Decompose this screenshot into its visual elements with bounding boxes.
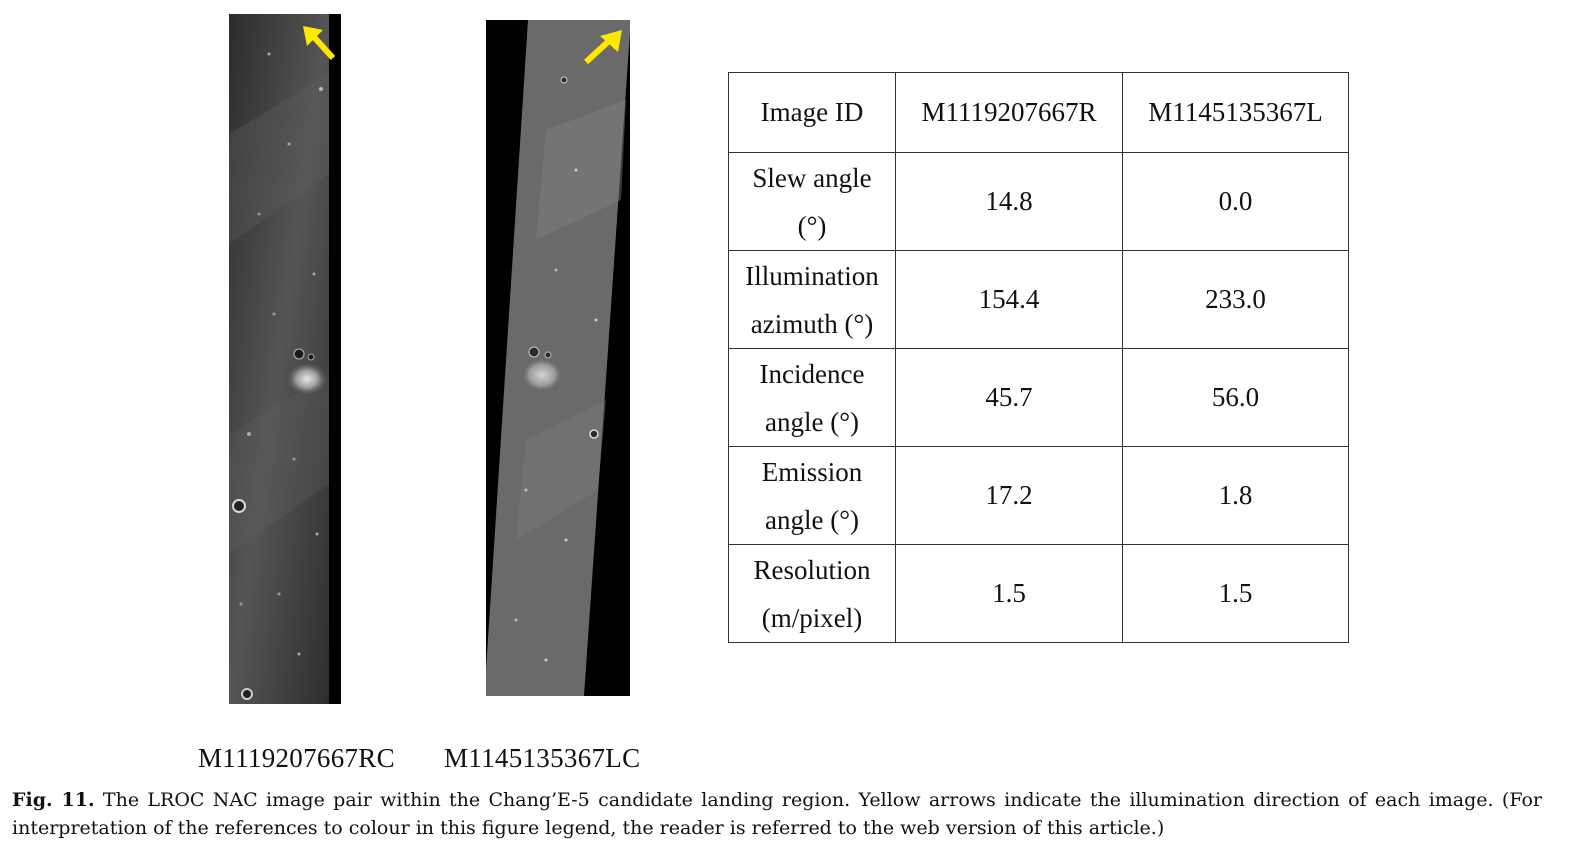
lunar-image-left	[229, 14, 341, 704]
row-label-line2: azimuth (°)	[750, 308, 874, 339]
header-cell-image-1: M1119207667R	[895, 72, 1123, 153]
lunar-image-strip-right	[486, 20, 630, 696]
lunar-image-strip-left	[229, 14, 341, 704]
value-cell: 0.0	[1122, 152, 1349, 251]
header-cell-image-2: M1145135367L	[1122, 72, 1349, 153]
value-cell: 1.5	[895, 544, 1123, 643]
value-cell: 14.8	[895, 152, 1123, 251]
row-label-line2: angle (°)	[765, 504, 859, 535]
value-cell: 1.8	[1122, 446, 1349, 545]
row-label-line1: Resolution	[753, 554, 871, 585]
table-row: Resolution (m/pixel) 1.5 1.5	[728, 544, 1349, 643]
row-label-line1: Emission	[761, 456, 863, 487]
row-label-line1: Slew angle	[752, 162, 872, 193]
value-cell: 154.4	[895, 250, 1123, 349]
row-label-line2: (m/pixel)	[761, 602, 863, 633]
caption-label: Fig. 11.	[12, 789, 95, 811]
figure-caption: Fig. 11. The LROC NAC image pair within …	[12, 786, 1542, 842]
row-label-cell: Slew angle (°)	[728, 152, 896, 251]
table-row: Slew angle (°) 14.8 0.0	[728, 152, 1349, 251]
yellow-arrow-icon	[583, 30, 622, 65]
table-row: Illumination azimuth (°) 154.4 233.0	[728, 250, 1349, 349]
row-label-line1: Incidence	[759, 358, 865, 389]
table-row: Emission angle (°) 17.2 1.8	[728, 446, 1349, 545]
image-label-right: M1145135367LC	[444, 743, 641, 773]
row-label-cell: Emission angle (°)	[728, 446, 896, 545]
lunar-image-right	[486, 20, 630, 696]
image-parameters-table: Image ID M1119207667R M1145135367L Slew …	[728, 72, 1349, 643]
table-header-row: Image ID M1119207667R M1145135367L	[728, 72, 1349, 153]
value-cell: 56.0	[1122, 348, 1349, 447]
row-label-cell: Resolution (m/pixel)	[728, 544, 896, 643]
yellow-arrow-icon	[303, 26, 336, 61]
value-cell: 17.2	[895, 446, 1123, 545]
caption-text: The LROC NAC image pair within the Chang…	[12, 789, 1542, 839]
image-label-left: M1119207667RC	[198, 743, 395, 773]
row-label-cell: Illumination azimuth (°)	[728, 250, 896, 349]
table-row: Incidence angle (°) 45.7 56.0	[728, 348, 1349, 447]
value-cell: 233.0	[1122, 250, 1349, 349]
header-cell-image-id: Image ID	[728, 72, 896, 153]
value-cell: 45.7	[895, 348, 1123, 447]
row-label-line2: angle (°)	[765, 406, 859, 437]
value-cell: 1.5	[1122, 544, 1349, 643]
row-label-line2: (°)	[797, 210, 827, 241]
row-label-cell: Incidence angle (°)	[728, 348, 896, 447]
row-label-line1: Illumination	[745, 260, 879, 291]
